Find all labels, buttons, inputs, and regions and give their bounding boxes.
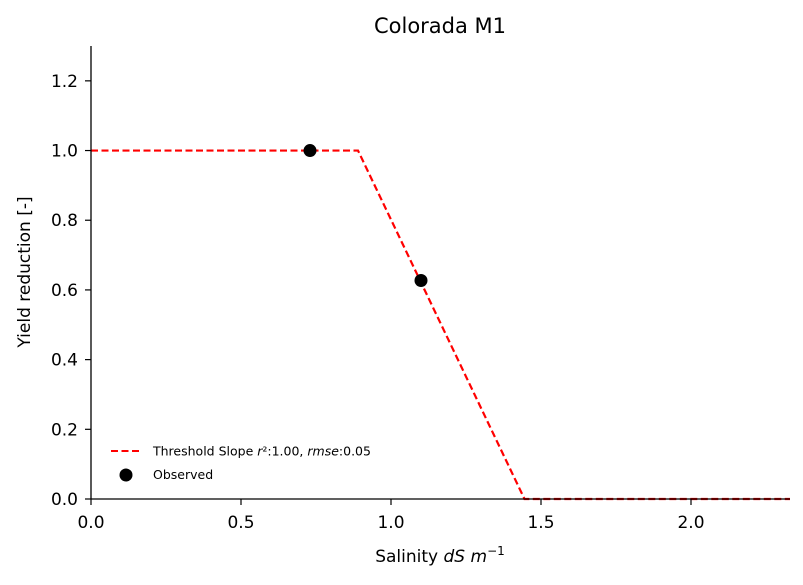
y-tick-label: 0.2 xyxy=(51,420,78,440)
y-tick-label: 0.6 xyxy=(51,281,78,301)
y-tick-label: 0.8 xyxy=(51,211,78,231)
observed-point xyxy=(303,144,317,158)
x-tick-label: 0.5 xyxy=(227,513,254,533)
y-tick-label: 0.0 xyxy=(51,490,78,510)
x-tick-label: 0.0 xyxy=(77,513,104,533)
x-tick-label: 2.0 xyxy=(677,513,704,533)
chart-title: Colorada M1 xyxy=(374,14,506,38)
legend-label-observed: Observed xyxy=(153,467,213,482)
legend-marker-observed xyxy=(119,468,133,482)
legend-label-threshold-slope: Threshold Slope r²:1.00, rmse:0.05 xyxy=(152,444,371,459)
y-tick-label: 1.0 xyxy=(51,142,78,162)
x-axis-label: Salinity dS m−1 xyxy=(375,544,505,567)
observed-point xyxy=(414,274,428,288)
x-tick-label: 1.0 xyxy=(377,513,404,533)
y-tick-label: 0.4 xyxy=(51,351,78,371)
legend: Threshold Slope r²:1.00, rmse:0.05 Obser… xyxy=(111,444,371,482)
x-tick-label: 1.5 xyxy=(527,513,554,533)
plot-area: 0.0 0.5 1.0 1.5 2.0 0.0 0.2 0.4 0.6 0.8 1.0 1.2 xyxy=(51,46,790,533)
y-tick-label: 1.2 xyxy=(51,72,78,92)
y-axis-label: Yield reduction [-] xyxy=(15,196,35,348)
